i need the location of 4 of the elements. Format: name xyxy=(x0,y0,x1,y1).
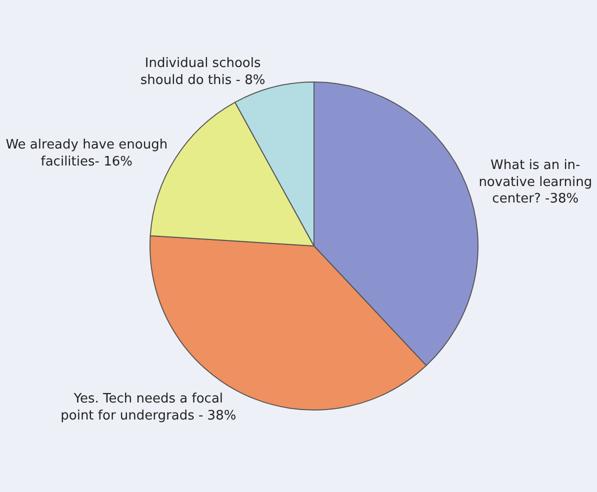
slice-label: Individual schools should do this - 8% xyxy=(140,56,266,88)
slice-label: Yes. Tech needs a focal point for undergrads - 38% xyxy=(60,392,236,424)
slice-label: What is an in- novative learning center? -38% xyxy=(478,158,592,207)
slice-label: We already have enough facilities- 16% xyxy=(6,138,168,170)
